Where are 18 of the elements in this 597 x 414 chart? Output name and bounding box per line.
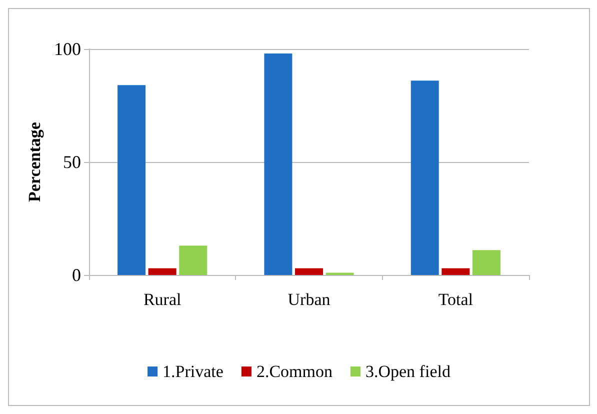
legend-label: 1.Private — [162, 362, 224, 381]
y-tick-label: 100 — [54, 39, 81, 59]
bar — [442, 268, 470, 275]
y-axis-title: Percentage — [25, 122, 44, 202]
x-tick-label: Urban — [288, 290, 331, 309]
x-tick-label: Rural — [143, 290, 182, 309]
y-tick-label: 0 — [72, 265, 81, 285]
y-tick-label: 50 — [63, 152, 81, 172]
legend-label: 2.Common — [256, 362, 333, 381]
bar — [472, 250, 500, 275]
bar — [118, 85, 146, 275]
bar — [148, 268, 176, 275]
x-tick-label: Total — [438, 290, 474, 309]
bar — [410, 80, 439, 275]
bar — [264, 54, 292, 275]
bar — [295, 268, 323, 275]
legend-label: 3.Open field — [365, 362, 451, 381]
bar — [179, 246, 208, 275]
